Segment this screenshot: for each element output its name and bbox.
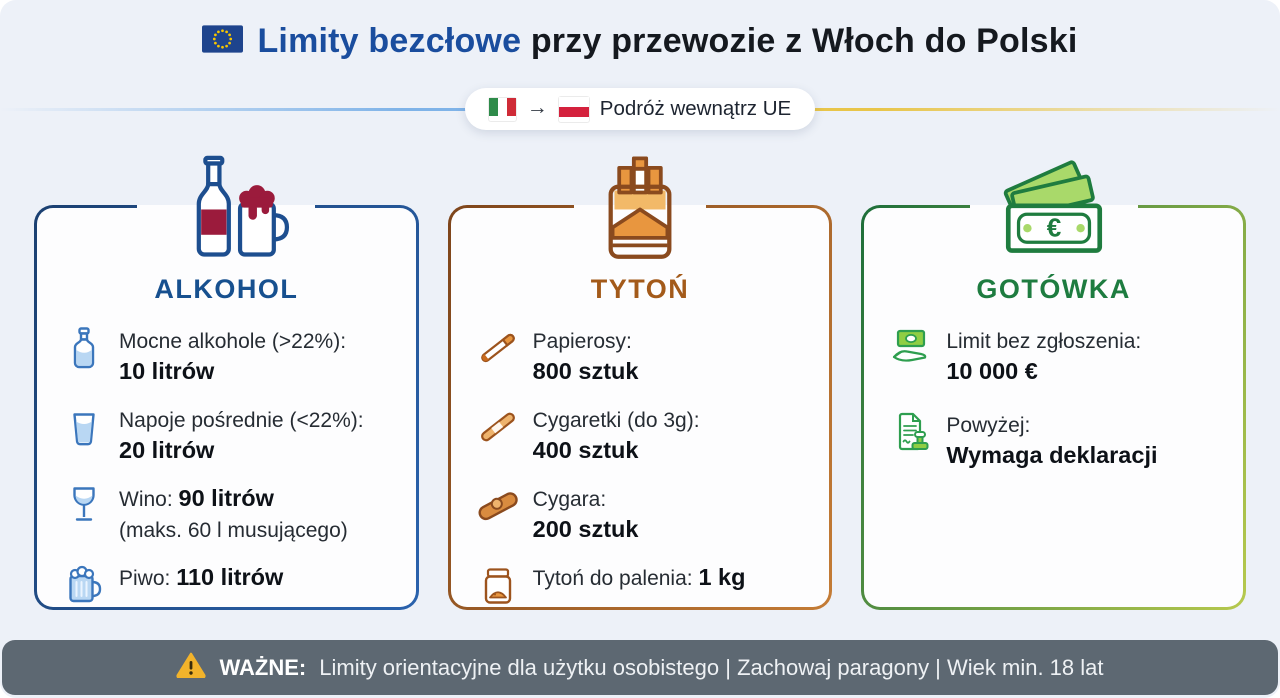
warning-label: WAŻNE: xyxy=(219,654,307,680)
card-alcohol: ALKOHOL xyxy=(34,147,419,611)
card-tobacco-body: TYTOŃ xyxy=(450,208,830,608)
glass-icon xyxy=(61,405,107,449)
item-value: 400 sztuk xyxy=(532,437,639,464)
card-tobacco-title: TYTOŃ xyxy=(590,274,690,304)
item-value: 200 sztuk xyxy=(532,516,639,543)
card-tobacco: TYTOŃ xyxy=(447,147,833,611)
item-label: Cygara: xyxy=(532,488,607,512)
list-item: Cygara: 200 sztuk xyxy=(475,483,806,545)
item-value: 10 litrów xyxy=(119,358,215,385)
svg-text:€: € xyxy=(1046,213,1061,243)
item-text: Napoje pośrednie (<22%): 20 litrów xyxy=(119,404,364,466)
card-cash-title: GOTÓWKA xyxy=(976,274,1131,304)
card-cash: GOTÓWKA Limit bez zgłoszenia: xyxy=(861,147,1246,611)
wine-glass-icon xyxy=(61,484,107,528)
tobacco-pouch-icon xyxy=(475,563,521,607)
eu-flag-icon xyxy=(202,25,244,58)
item-text: Limit bez zgłoszenia: 10 000 € xyxy=(946,325,1141,387)
item-label: Napoje pośrednie (<22%): xyxy=(119,409,364,433)
list-item: Papierosy: 800 sztuk xyxy=(475,325,806,387)
item-text: Wino: 90 litrów (maks. 60 l musującego) xyxy=(119,483,348,545)
item-label: Papierosy: xyxy=(532,330,632,353)
item-value: 10 000 € xyxy=(946,358,1038,385)
card-cash-body: GOTÓWKA Limit bez zgłoszenia: xyxy=(864,208,1243,608)
item-label: Tytoń do palenia: xyxy=(532,567,699,591)
item-label: Piwo: xyxy=(119,567,177,591)
route-badge-label: Podróż wewnątrz UE xyxy=(599,97,792,120)
item-label: Wino: xyxy=(119,488,179,512)
item-value: 800 sztuk xyxy=(532,358,639,385)
cash-card-icon: € xyxy=(969,147,1138,265)
item-value: 20 litrów xyxy=(119,437,215,464)
item-label: Powyżej: xyxy=(946,414,1031,438)
item-text: Cygara: 200 sztuk xyxy=(533,483,639,545)
cigar-icon xyxy=(475,484,521,528)
item-text: Mocne alkohole (>22%): 10 litrów xyxy=(119,325,346,387)
warning-icon xyxy=(176,652,207,684)
tobacco-card-icon xyxy=(573,147,706,265)
divider-line-left xyxy=(0,107,473,111)
card-alcohol-title: ALKOHOL xyxy=(154,274,299,304)
item-value-inline: 1 kg xyxy=(698,564,746,591)
item-text: Cygaretki (do 3g): 400 sztuk xyxy=(533,404,700,466)
page-title-highlight: Limity bezcłowe xyxy=(257,22,522,60)
list-item: Mocne alkohole (>22%): 10 litrów xyxy=(61,325,392,387)
item-label: Mocne alkohole (>22%): xyxy=(119,330,347,353)
spirits-bottle-icon xyxy=(61,326,107,370)
item-text: Powyżej: Wymaga deklaracji xyxy=(946,409,1157,471)
page-title: Limity bezcłowe przy przewozie z Włoch d… xyxy=(257,22,1077,61)
cash-hand-icon xyxy=(888,326,934,370)
list-item: Limit bez zgłoszenia: 10 000 € xyxy=(888,325,1219,387)
poland-flag-icon xyxy=(558,96,589,122)
list-item: Piwo: 110 litrów xyxy=(61,562,392,607)
list-item: Wino: 90 litrów (maks. 60 l musującego) xyxy=(61,483,392,545)
header: Limity bezcłowe przy przewozie z Włoch d… xyxy=(0,22,1280,61)
cards-row: ALKOHOL xyxy=(34,147,1246,611)
item-text: Piwo: 110 litrów xyxy=(119,562,283,593)
item-value: Wymaga deklaracji xyxy=(946,442,1158,469)
warning-text: Limity orientacyjne dla użytku osobisteg… xyxy=(319,654,1104,680)
list-item: Cygaretki (do 3g): 400 sztuk xyxy=(475,404,806,466)
arrow-icon: → xyxy=(526,96,548,119)
page-title-rest: przy przewozie z Włoch do Polski xyxy=(530,22,1078,60)
divider-line-right xyxy=(807,107,1280,111)
list-item: Powyżej: Wymaga deklaracji xyxy=(888,409,1219,471)
divider-row: → Podróż wewnątrz UE xyxy=(0,88,1280,130)
item-note: (maks. 60 l musującego) xyxy=(119,519,348,543)
tobacco-items: Papierosy: 800 sztuk xyxy=(475,325,806,607)
list-item: Napoje pośrednie (<22%): 20 litrów xyxy=(61,404,392,466)
declaration-icon xyxy=(888,410,934,454)
cigarillo-icon xyxy=(475,405,521,449)
warning-bar: WAŻNE: Limity orientacyjne dla użytku os… xyxy=(2,640,1278,695)
alcohol-items: Mocne alkohole (>22%): 10 litrów N xyxy=(61,325,392,607)
item-text: Tytoń do palenia: 1 kg xyxy=(533,562,746,593)
beer-mug-icon xyxy=(61,563,107,607)
item-label: Cygaretki (do 3g): xyxy=(532,409,700,433)
card-alcohol-body: ALKOHOL xyxy=(37,208,416,608)
list-item: Tytoń do palenia: 1 kg xyxy=(475,562,806,607)
item-label: Limit bez zgłoszenia: xyxy=(946,330,1142,353)
italy-flag-icon xyxy=(488,97,516,121)
alcohol-card-icon xyxy=(137,147,316,265)
item-value-inline: 110 litrów xyxy=(176,564,284,591)
cigarette-icon xyxy=(475,326,521,370)
cash-items: Limit bez zgłoszenia: 10 000 € xyxy=(888,325,1219,471)
route-badge: → Podróż wewnątrz UE xyxy=(464,88,816,130)
item-value-inline: 90 litrów xyxy=(178,485,274,512)
item-text: Papierosy: 800 sztuk xyxy=(533,325,639,387)
